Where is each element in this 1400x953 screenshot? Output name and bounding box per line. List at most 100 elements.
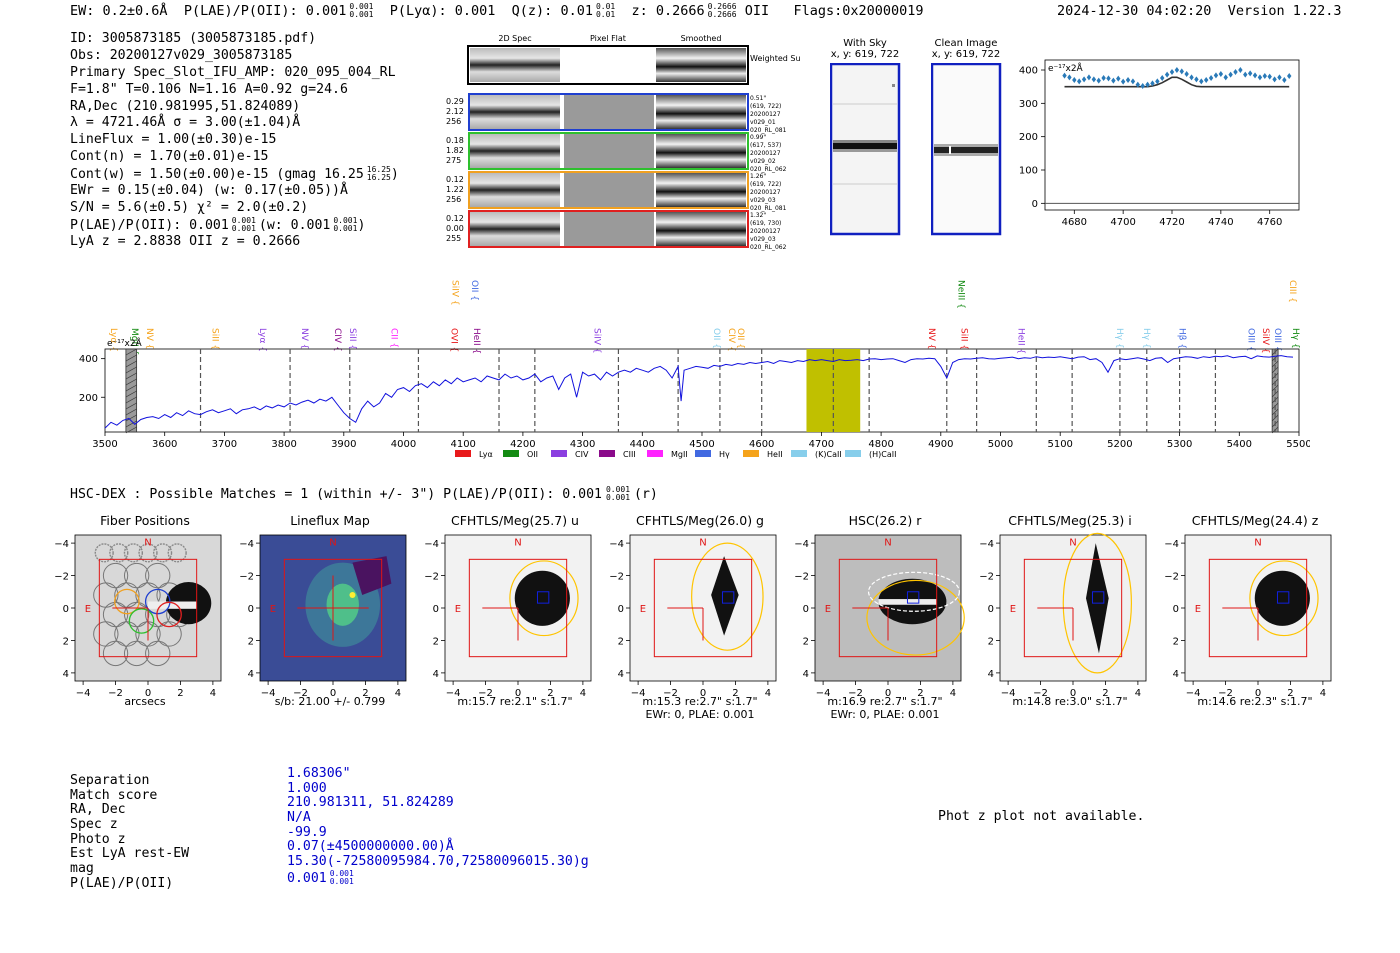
cutout-xtick-label: −4 <box>1186 688 1201 699</box>
search-box <box>283 558 383 658</box>
legend-swatch <box>599 450 615 457</box>
source-aperture <box>866 579 965 656</box>
match-value-plae: 0.001 <box>287 870 327 886</box>
spectrum-masked-region <box>125 348 138 433</box>
info-plae: P(LAE)/P(OII): 0.001 <box>70 217 229 233</box>
weighted-sum-2d <box>470 48 560 82</box>
spectrum-line-label: Hγ { <box>1141 328 1151 349</box>
info-id: ID: 3005873185 (3005873185.pdf) <box>70 31 317 46</box>
fiber-ring <box>109 543 129 563</box>
cutout-xtick-label: 2 <box>177 688 183 699</box>
spectrum-line-label: SiIV { <box>592 328 602 354</box>
legend-label: (H)CaII <box>869 450 896 459</box>
detection-marker <box>906 591 920 604</box>
cutout-ytick-label: 4 <box>433 669 439 680</box>
spec2d-row-left-text: 0.29 <box>446 97 464 106</box>
spectrum-line-label: NV { <box>926 328 936 349</box>
detection-marker <box>1091 591 1105 604</box>
north-label: N <box>144 537 151 548</box>
spec2d-row-right-text: v029_03 <box>750 197 776 204</box>
photz-message: Phot z plot not available. <box>938 809 1145 824</box>
spec2d-row-smoothed <box>656 95 746 129</box>
east-label: E <box>640 604 646 615</box>
line-fit-model-curve <box>1064 76 1290 88</box>
fiber-ring <box>152 543 173 563</box>
cutout-ytick-label: 4 <box>63 669 69 680</box>
cutout-xtick-label: −4 <box>1001 688 1016 699</box>
line-fit-data-point <box>1169 69 1175 75</box>
line-fit-data-point <box>1243 71 1248 78</box>
cutout-ytick-label: −2 <box>609 572 624 583</box>
cutout-xtick-label: 0 <box>700 688 706 699</box>
line-fit-data-point <box>1247 70 1253 77</box>
info-plae-w-sup: 0.001 <box>333 215 358 225</box>
spec2d-row-right-text: (619, 722) <box>750 181 781 188</box>
spec2d-row-right-text: 1.32" <box>750 212 766 219</box>
hsc-dex-sup: 0.001 <box>605 485 631 494</box>
line-fit-ytick-label: 200 <box>1019 132 1038 143</box>
spectrum-xtick-label: 4000 <box>391 439 416 450</box>
spec2d-row-flat <box>564 173 654 207</box>
cutout-xtick-label: −2 <box>1218 688 1233 699</box>
cutout-caption-line: m:15.3 re:2.7" s:1.7" <box>642 695 758 708</box>
cutout-xtick-label: 4 <box>765 688 771 699</box>
line-fit-data-point <box>1218 71 1224 77</box>
line-fit-plot: e⁻¹⁷x2Å 4680 4700 4720 4740 4760 0 100 200 300 40… <box>1019 59 1300 228</box>
line-fit-data-point <box>1277 74 1282 81</box>
spectrum-hatch-line <box>125 396 137 404</box>
line-fit-data-point <box>1233 69 1238 75</box>
spec2d-row-2d <box>470 134 560 168</box>
hsc-dex-summary: HSC-DEX : Possible Matches = 1 (within +… <box>70 485 658 503</box>
legend-swatch <box>743 450 759 457</box>
line-fit-data-point <box>1164 71 1170 78</box>
cutout-caption: s/b: 21.00 +/- 0.799 <box>240 695 420 708</box>
spec2d-header-smoothed: Smoothed <box>681 34 722 43</box>
cutout-xtick-label: 0 <box>145 688 151 699</box>
fiber-highlight <box>128 608 155 634</box>
cutout-ytick-label: −4 <box>979 539 994 550</box>
hsc-catalog-ellipse <box>867 571 960 612</box>
cutout-ytick-label: −2 <box>794 572 809 583</box>
legend-swatch <box>455 450 471 457</box>
spec2d-row-frame <box>468 132 749 170</box>
spectrum-line-label: OIII { <box>1245 328 1255 352</box>
cutout-caption-line2: EWr: 0, PLAE: 0.001 <box>645 708 755 721</box>
line-fit-data-point <box>1101 75 1106 81</box>
cutout-ytick-label: −4 <box>424 539 439 550</box>
line-fit-data-point <box>1184 71 1189 77</box>
match-value-lya-ew: 0.07(±4500000000.00)Å <box>287 839 454 855</box>
with-sky-xy: x, y: 619, 722 <box>830 49 900 60</box>
cutout-title: Lineflux Map <box>290 513 370 528</box>
north-label: N <box>1069 537 1076 548</box>
line-fit-data-point <box>1106 75 1111 82</box>
spectrum-line-label: SiII { <box>347 328 357 350</box>
line-fit-xtick-label: 4760 <box>1257 217 1282 228</box>
cutout-xtick-label: −4 <box>446 688 461 699</box>
cutout-ytick-label: −2 <box>1164 572 1179 583</box>
spec2d-row-right-text: 020_RL_081 <box>750 205 787 212</box>
cutout-xtick-label: 4 <box>1135 688 1141 699</box>
cutout-panel: N E −4 4 −2 2 0 0 2 −2 4 −4 <box>239 534 407 699</box>
fiber-ring <box>167 543 187 563</box>
cutout-xtick-label: 2 <box>917 688 923 699</box>
legend-label: MgII <box>671 450 688 459</box>
source-aperture <box>1062 532 1133 674</box>
line-fit-ytick-label: 400 <box>1019 66 1038 77</box>
spec2d-row-left-text: 0.18 <box>446 136 464 145</box>
spectrum-hatch-line <box>125 414 137 422</box>
spec2d-row-right-text: 020_RL_062 <box>750 244 787 251</box>
spec2d-row-left-text: 0.12 <box>446 214 464 223</box>
spectrum-line-label: OII { <box>711 328 721 349</box>
spectrum-xtick-label: 5500 <box>1286 439 1310 450</box>
spectrum-xtick-label: 5200 <box>1107 439 1132 450</box>
spec2d-row-right-text: (619, 722) <box>750 103 781 110</box>
info-obs: Obs: 20200127v029_3005873185 <box>70 47 293 63</box>
spec2d-row-frame <box>468 171 749 209</box>
line-fit-data-point <box>1125 77 1131 83</box>
line-fit-data-point <box>1179 68 1184 75</box>
spec2d-row-flat <box>564 212 654 246</box>
info-plae-w: (w: 0.001 <box>258 217 331 233</box>
cutout-ytick-label: 0 <box>988 604 994 615</box>
header-plae-sub: 0.001 <box>349 10 374 19</box>
info-contw-sub: 16.25 <box>366 173 391 183</box>
